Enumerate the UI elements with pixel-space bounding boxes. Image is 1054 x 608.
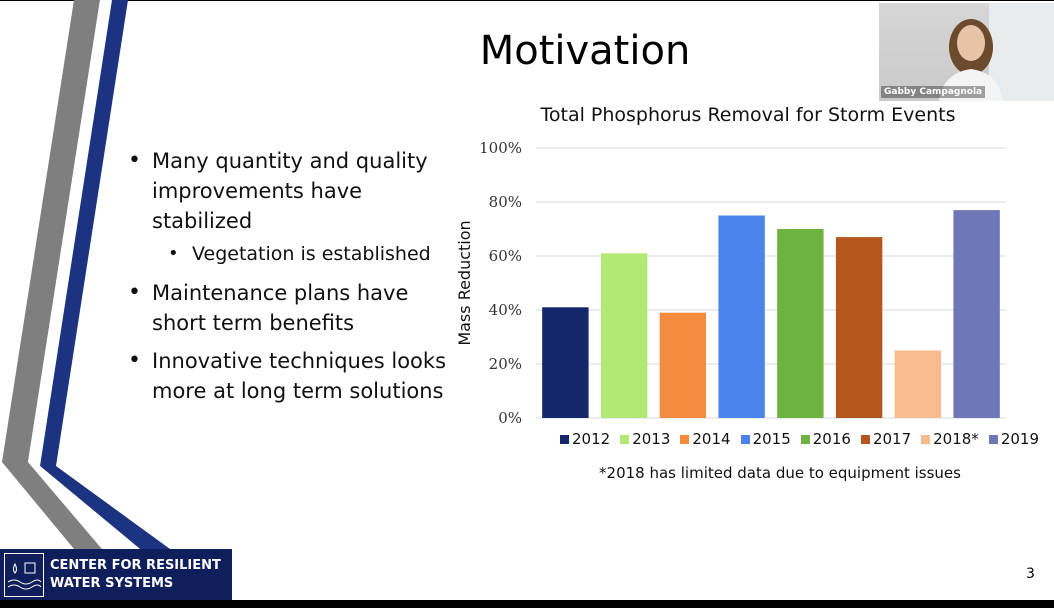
legend-label: 2017: [872, 430, 912, 448]
legend-item-2014: 2014: [680, 430, 731, 448]
participant-video[interactable]: Gabby Campagnola: [879, 3, 1054, 101]
legend-item-2019: 2019: [988, 430, 1039, 448]
legend-label: 2018*: [933, 430, 979, 448]
y-tick-label: 80%: [489, 193, 522, 211]
participant-avatar: [939, 19, 1003, 101]
legend-swatch: [620, 434, 630, 444]
legend-item-2012: 2012: [560, 430, 610, 448]
logo-line-2: WATER SYSTEMS: [50, 575, 174, 591]
legend-swatch: [560, 434, 569, 444]
legend-label: 2014: [692, 430, 731, 448]
org-logo: CENTER FOR RESILIENT WATER SYSTEMS: [0, 549, 232, 600]
legend-item-2013: 2013: [620, 430, 670, 448]
chart-legend: 2012 2013 2014 2015 2016 2017 2018* 2019: [560, 430, 1039, 448]
bullet-item: Maintenance plans have short term benefi…: [128, 278, 448, 338]
bar-2019: [953, 210, 1000, 418]
legend-swatch: [860, 434, 870, 444]
bullet-item: Many quantity and quality improvements h…: [128, 146, 448, 236]
bar-chart: 0% 20% 40% 60% 80% 100% Mass Reduction: [455, 139, 1006, 427]
logo-text: CENTER FOR RESILIENT WATER SYSTEMS: [50, 557, 221, 593]
bar-2013: [600, 253, 648, 418]
legend-label: 2016: [812, 430, 851, 448]
window-background: [989, 3, 1054, 101]
bar-2018: [894, 350, 942, 418]
legend-item-2017: 2017: [860, 430, 912, 448]
legend-item-2018: 2018*: [921, 430, 979, 448]
legend-label: 2019: [1000, 430, 1039, 448]
bottom-bar: [0, 600, 1054, 608]
bullet-list: Many quantity and quality improvements h…: [128, 146, 448, 414]
legend-label: 2013: [632, 430, 671, 448]
decorative-stripes: [2, 0, 170, 549]
slide-title: Motivation: [479, 28, 691, 74]
legend-label: 2012: [572, 430, 611, 448]
legend-item-2016: 2016: [800, 430, 851, 448]
top-border: [0, 0, 1054, 1]
y-tick-label: 100%: [479, 139, 522, 157]
water-logo-icon: [4, 552, 44, 597]
bar-2016: [777, 229, 824, 418]
y-axis-label: Mass Reduction: [455, 220, 474, 345]
legend-swatch: [680, 434, 690, 444]
legend-item-2015: 2015: [740, 430, 791, 448]
y-tick-label: 60%: [489, 247, 522, 265]
participant-name: Gabby Campagnola: [881, 86, 986, 98]
sub-bullet-item: Vegetation is established: [168, 240, 448, 268]
page-number: 3: [1026, 566, 1035, 582]
bar-2015: [718, 215, 765, 418]
y-tick-label: 40%: [489, 301, 522, 319]
legend-label: 2015: [752, 430, 791, 448]
y-tick-label: 20%: [489, 355, 522, 373]
legend-swatch: [740, 434, 750, 444]
bar-2012: [542, 307, 589, 418]
legend-swatch: [921, 434, 931, 444]
chart-title: Total Phosphorus Removal for Storm Event…: [540, 104, 956, 126]
chart-footnote: *2018 has limited data due to equipment …: [599, 464, 961, 482]
bullet-item: Innovative techniques looks more at long…: [128, 346, 448, 406]
legend-swatch: [988, 434, 998, 444]
bar-2014: [659, 312, 707, 418]
bar-2017: [835, 237, 883, 418]
y-tick-label: 0%: [498, 409, 522, 427]
legend-swatch: [800, 434, 810, 444]
logo-line-1: CENTER FOR RESILIENT: [50, 557, 221, 573]
